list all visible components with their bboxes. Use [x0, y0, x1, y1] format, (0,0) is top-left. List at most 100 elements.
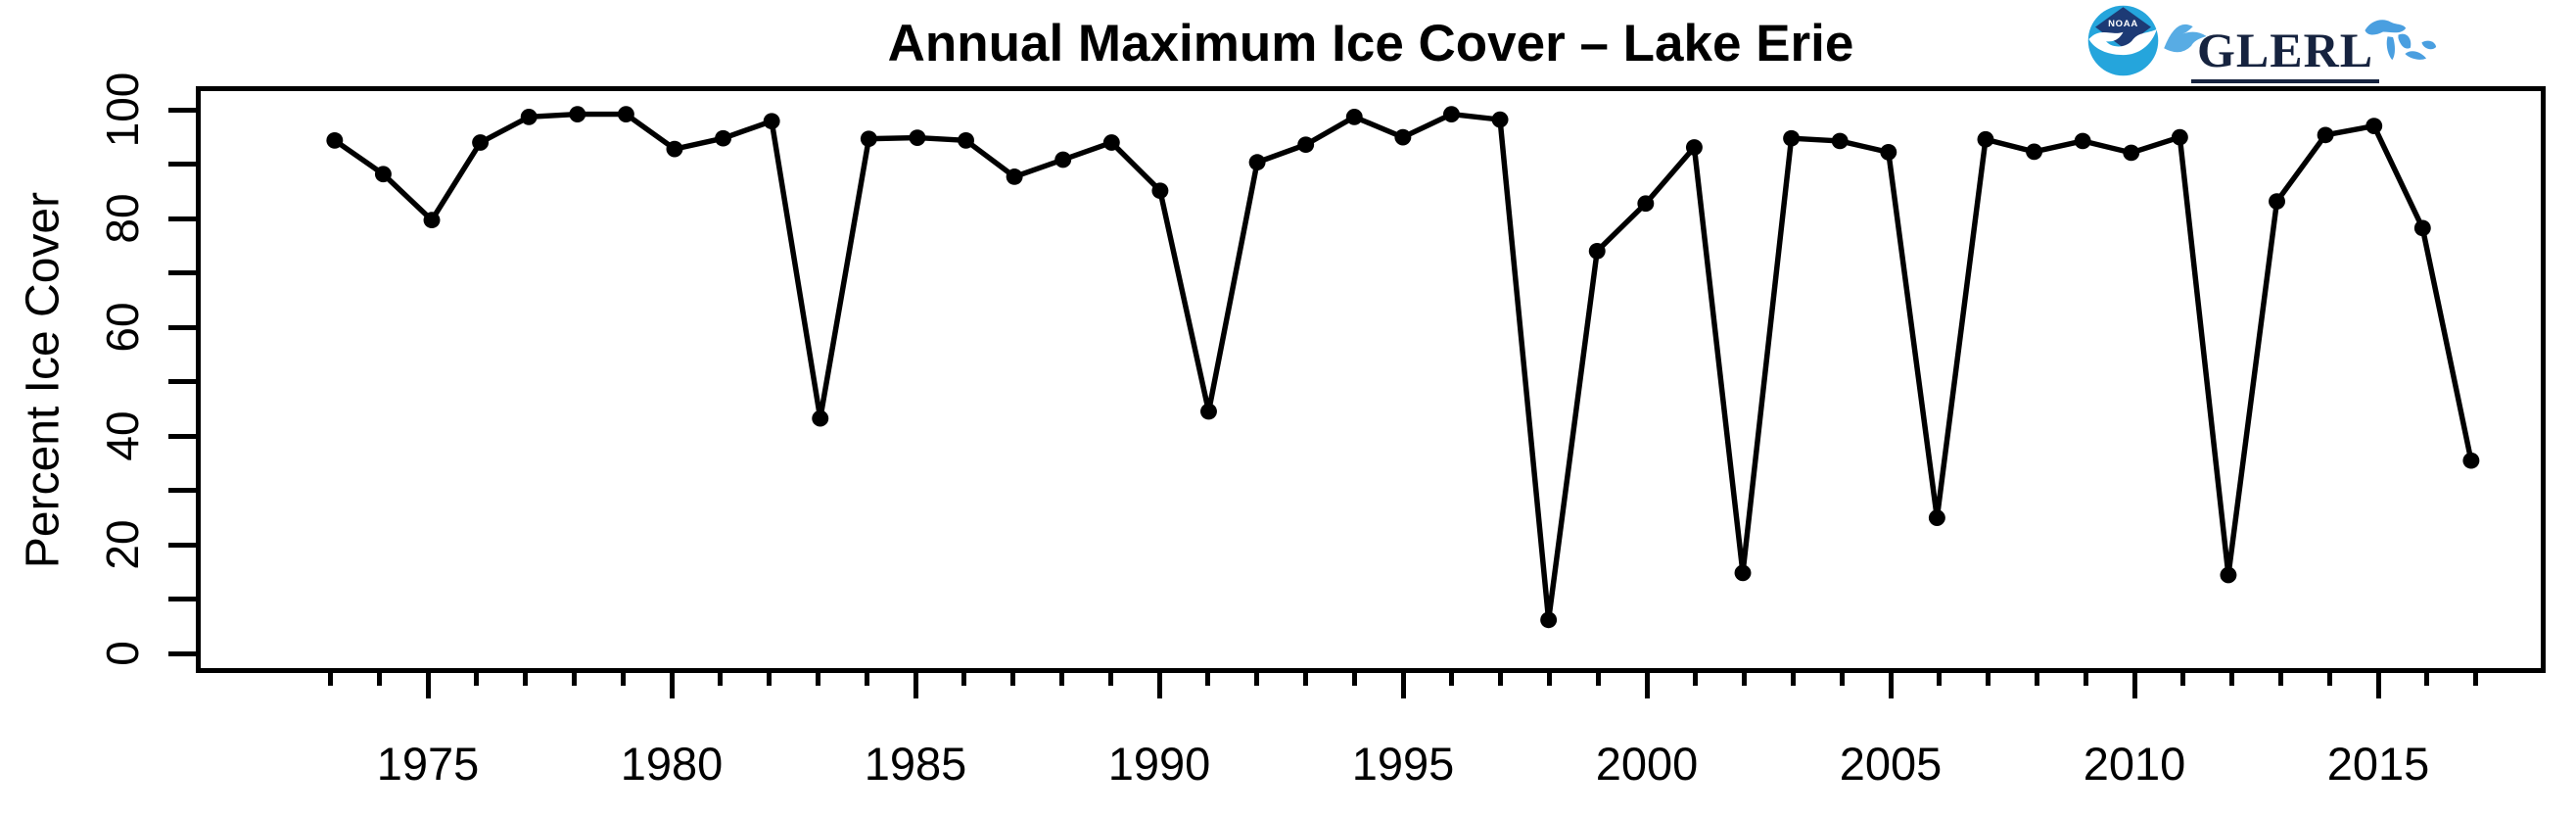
x-axis-minor-tick: [2424, 673, 2430, 686]
x-axis-minor-tick: [1790, 673, 1796, 686]
x-axis-minor-tick: [1449, 673, 1455, 686]
y-axis-tick: [168, 542, 196, 548]
x-axis-minor-tick: [1937, 673, 1943, 686]
noaa-glerl-logo: NOAA GLERL: [2076, 0, 2546, 88]
data-point: [1637, 195, 1655, 213]
x-axis-minor-tick: [1010, 673, 1016, 686]
gull-icon: [2164, 24, 2207, 53]
data-point: [812, 409, 829, 427]
data-point: [1491, 111, 1509, 128]
x-axis-minor-tick: [1205, 673, 1211, 686]
data-point: [1880, 143, 1897, 161]
x-axis-minor-tick: [474, 673, 480, 686]
y-tick-label: 0: [97, 641, 148, 666]
x-axis-minor-tick: [1839, 673, 1845, 686]
data-point: [569, 106, 586, 122]
data-point: [472, 134, 490, 151]
data-point: [1102, 134, 1120, 151]
y-tick-label: 60: [97, 302, 148, 353]
x-axis-minor-tick: [1107, 673, 1113, 686]
x-axis-major-tick: [425, 673, 431, 698]
y-axis-tick: [168, 597, 196, 601]
x-axis-minor-tick: [2326, 673, 2332, 686]
x-axis-minor-tick: [1595, 673, 1601, 686]
data-point: [1200, 403, 1217, 420]
x-axis-minor-tick: [2180, 673, 2186, 686]
data-point: [326, 131, 344, 149]
data-point: [1977, 130, 1994, 148]
x-axis-major-tick: [1644, 673, 1650, 698]
data-point: [1248, 154, 1266, 171]
data-point: [1442, 106, 1460, 122]
y-axis-tick: [168, 107, 196, 113]
data-point: [374, 166, 392, 183]
x-axis-minor-tick: [1693, 673, 1699, 686]
x-axis-minor-tick: [1254, 673, 1260, 686]
x-axis-major-tick: [2131, 673, 2137, 698]
data-point: [1394, 128, 1412, 146]
x-tick-label: 1985: [864, 738, 967, 790]
x-axis-major-tick: [2375, 673, 2381, 698]
y-axis-tick: [168, 216, 196, 221]
y-tick-label: 20: [97, 519, 148, 570]
y-axis-tick: [168, 270, 196, 275]
plot-area: [196, 86, 2546, 673]
data-point: [617, 106, 634, 122]
x-axis-minor-tick: [1351, 673, 1357, 686]
x-axis-major-tick: [1156, 673, 1162, 698]
data-point: [1685, 139, 1703, 156]
data-point: [2269, 193, 2285, 210]
x-axis-minor-tick: [1742, 673, 1748, 686]
glerl-wordmark: GLERL: [2191, 22, 2380, 83]
x-tick-label: 1975: [376, 738, 480, 790]
y-axis-tick: [168, 433, 196, 439]
x-axis-minor-tick: [327, 673, 333, 686]
data-point: [2317, 126, 2334, 144]
x-axis-minor-tick: [864, 673, 869, 686]
data-point: [958, 131, 974, 149]
data-point: [2123, 144, 2140, 162]
x-axis-minor-tick: [376, 673, 382, 686]
data-point: [1588, 242, 1606, 260]
y-tick-label: 40: [97, 410, 148, 461]
data-point: [1831, 132, 1849, 150]
x-tick-label: 1980: [620, 738, 724, 790]
noaa-emblem-text: NOAA: [2108, 19, 2138, 29]
data-point: [1928, 509, 1945, 526]
ice-cover-line: [332, 111, 2474, 623]
x-axis-minor-tick: [2473, 673, 2479, 686]
y-tick-label: 80: [97, 193, 148, 244]
y-tick-label: 100: [97, 72, 148, 148]
x-axis-minor-tick: [767, 673, 773, 686]
y-axis-tick: [168, 488, 196, 493]
data-point: [2074, 132, 2091, 150]
data-point: [1345, 108, 1363, 125]
x-axis-minor-tick: [571, 673, 577, 686]
x-axis-minor-tick: [1546, 673, 1552, 686]
data-point: [1783, 129, 1801, 147]
noaa-logo-icon: NOAA: [2087, 5, 2159, 76]
data-point: [1054, 151, 1072, 168]
x-axis-minor-tick: [961, 673, 967, 686]
x-axis-minor-tick: [718, 673, 724, 686]
data-point: [2462, 452, 2480, 469]
x-axis-minor-tick: [1498, 673, 1504, 686]
data-point: [1006, 168, 1023, 185]
x-tick-label: 2005: [1839, 738, 1943, 790]
x-tick-label: 2010: [2083, 738, 2186, 790]
data-point: [763, 113, 780, 130]
data-point: [1297, 136, 1315, 154]
y-axis-tick: [168, 162, 196, 167]
x-tick-label: 2000: [1595, 738, 1699, 790]
great-lakes-icon: [2365, 20, 2437, 61]
data-point: [715, 129, 732, 147]
x-axis-minor-tick: [815, 673, 820, 686]
x-axis-minor-tick: [1058, 673, 1064, 686]
x-axis-minor-tick: [620, 673, 626, 686]
data-point: [2413, 219, 2431, 237]
data-point: [2026, 143, 2043, 161]
data-point: [520, 108, 538, 125]
x-tick-label: 1990: [1107, 738, 1211, 790]
x-axis-minor-tick: [2034, 673, 2039, 686]
y-axis-tick: [168, 324, 196, 330]
